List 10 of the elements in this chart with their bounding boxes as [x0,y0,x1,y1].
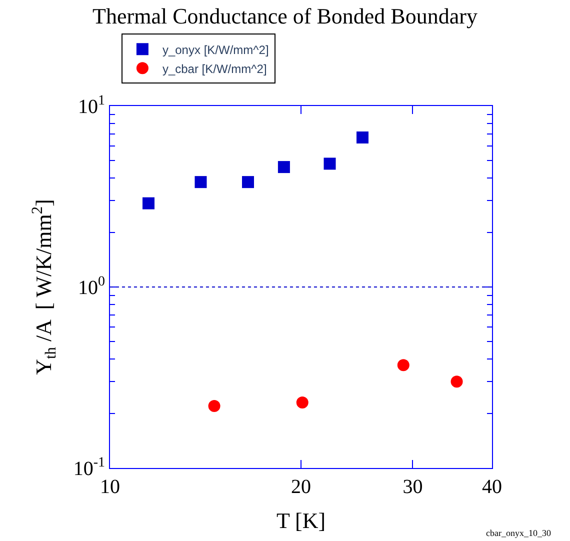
x-tick-label: 30 [402,476,423,498]
y-tick-label: 10$^{0}$ [78,274,105,299]
x-tick-label: 40 [482,476,502,498]
y-tick-label: 10$^{1}$ [78,94,105,118]
x-tick-label: 20 [291,476,311,498]
x-axis-title: T [K] [276,508,326,533]
text: cbar_onyx_10_30 [486,528,552,538]
chart-title: Thermal Conductance of Bonded Boundary [92,4,478,29]
legend-label: y_cbar [K/W/mm^2] [162,62,267,76]
legend-label: y_onyx [K/W/mm^2] [162,42,269,57]
